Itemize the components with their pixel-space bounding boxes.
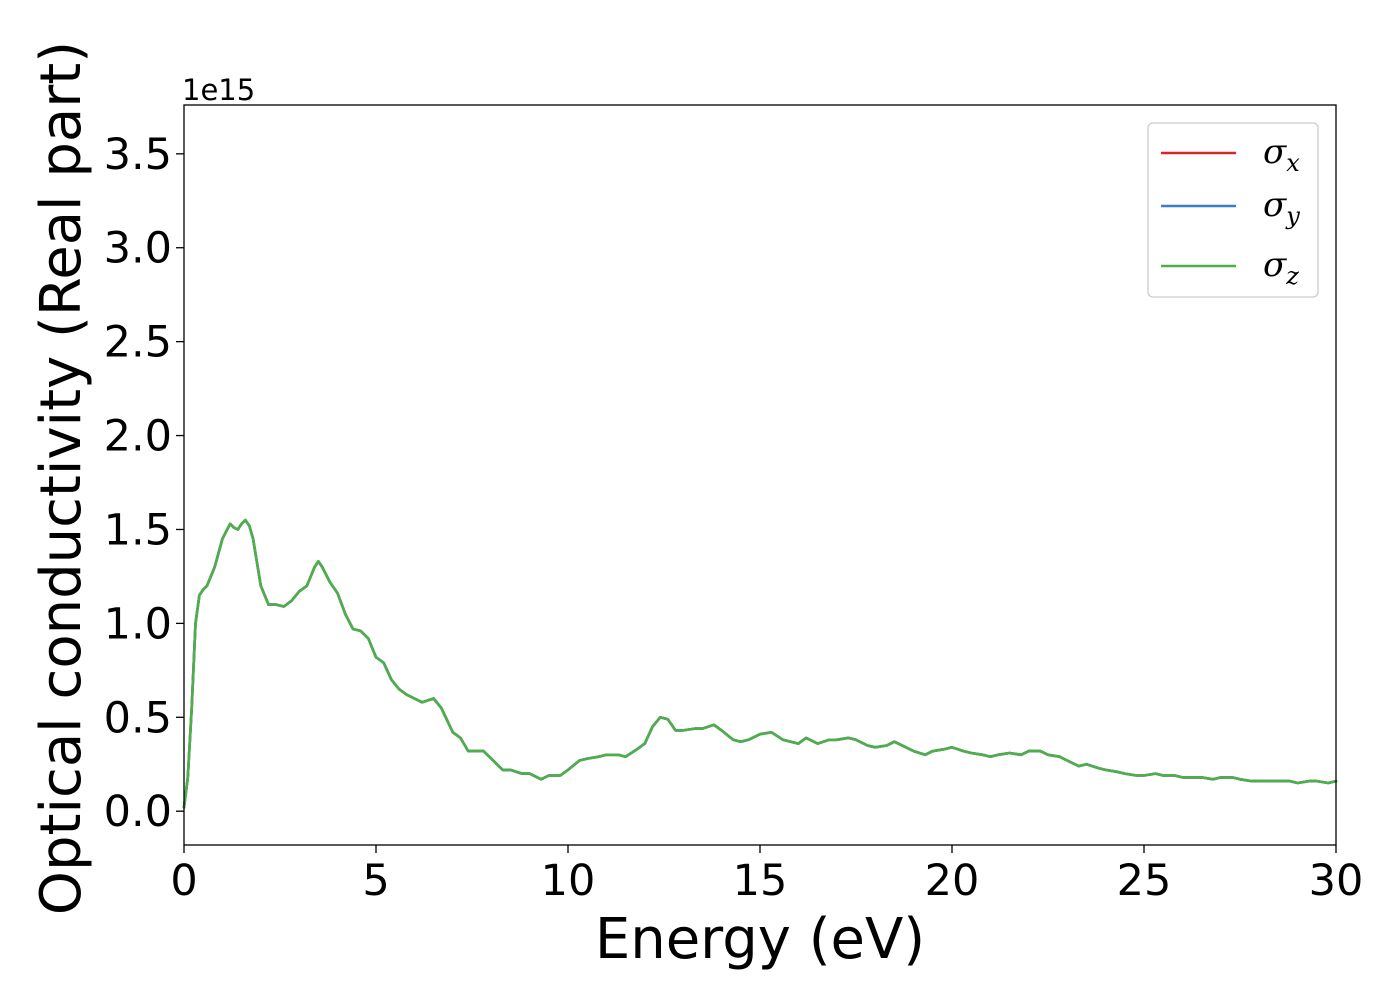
legend-subscript: z [1285, 262, 1299, 290]
legend-label-x: σx [1263, 132, 1300, 177]
x-tick-label: 10 [541, 856, 596, 906]
y-tick-label: 2.0 [104, 412, 172, 462]
legend-subscript: x [1286, 149, 1300, 177]
legend-symbol: σ [1263, 132, 1287, 172]
x-tick-label: 25 [1117, 856, 1172, 906]
x-tick-label: 5 [362, 856, 389, 906]
legend-symbol: σ [1263, 245, 1287, 285]
y-tick-label: 1.0 [104, 599, 172, 649]
x-tick-label: 20 [925, 856, 980, 906]
x-tick-label: 30 [1309, 856, 1364, 906]
legend-symbol: σ [1263, 185, 1287, 225]
y-tick-label: 3.0 [104, 224, 172, 274]
series-layer [182, 518, 1338, 809]
x-axis-title: Energy (eV) [595, 907, 925, 972]
legend-box [1147, 122, 1319, 298]
legend-label-y: σy [1263, 185, 1300, 230]
y-axis-offset-label: 1e15 [182, 73, 255, 107]
y-axis: 0.0 0.5 1.0 1.5 2.0 2.5 3.0 3.5 [104, 130, 184, 837]
y-tick-label: 0.5 [104, 693, 172, 743]
y-tick-label: 0.0 [104, 787, 172, 837]
series-line-z [182, 518, 1338, 809]
x-axis: 0 5 10 15 20 25 30 [170, 845, 1363, 906]
y-tick-label: 3.5 [104, 130, 172, 180]
x-tick-label: 15 [733, 856, 788, 906]
y-tick-label: 2.5 [104, 318, 172, 368]
x-tick-label: 0 [170, 856, 197, 906]
y-axis-title: Optical conductivity (Real part) [29, 41, 94, 915]
y-tick-label: 1.5 [104, 505, 172, 555]
legend-label-z: σz [1263, 245, 1299, 290]
legend-subscript: y [1285, 202, 1300, 230]
